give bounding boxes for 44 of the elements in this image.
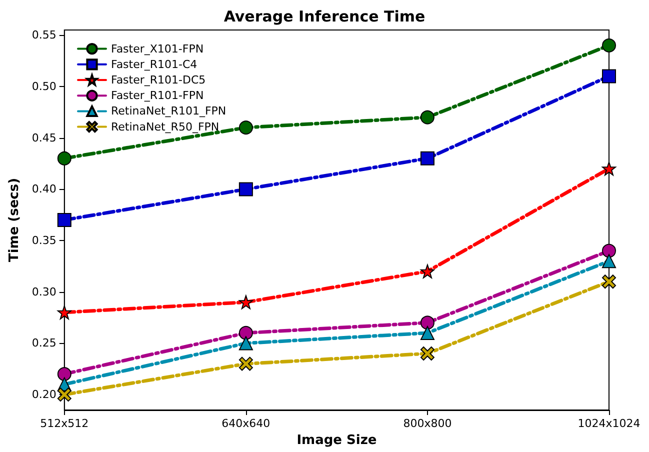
y-axis-title: Time (secs) [7, 178, 22, 262]
point [238, 356, 253, 371]
y-tick-label: 0.35 [32, 234, 56, 248]
legend-label: Faster_R101-FPN [111, 89, 204, 102]
point [420, 264, 434, 278]
x-tick-label: 800x800 [403, 417, 452, 430]
point [57, 367, 72, 382]
point [238, 182, 253, 196]
point [420, 326, 434, 340]
point [238, 336, 253, 350]
point [238, 295, 253, 310]
point [602, 162, 616, 176]
legend-label: Faster_R101-C4 [111, 58, 198, 71]
legend-label: Faster_R101-DC5 [111, 74, 206, 86]
point [602, 69, 616, 84]
y-tick-label: 0.40 [32, 182, 56, 196]
x-tick-label: 1024x1024 [578, 417, 640, 430]
point [420, 316, 434, 330]
x-axis-title: Image Size [296, 433, 377, 448]
y-tick-label: 0.20 [32, 388, 56, 402]
y-tick-label: 0.50 [32, 80, 56, 93]
legend-label: RetinaNet_R50_FPN [111, 120, 220, 134]
point [57, 151, 72, 166]
chart-title: Average Inference Time [224, 8, 426, 26]
point [238, 326, 253, 340]
point [57, 305, 72, 320]
point [602, 244, 616, 258]
y-tick-label: 0.25 [32, 336, 56, 350]
x-tick-label: 640x640 [222, 417, 270, 430]
point [602, 38, 616, 52]
point [420, 346, 434, 361]
y-tick-label: 0.30 [32, 285, 56, 298]
point [238, 120, 253, 135]
y-tick-label: 0.55 [32, 28, 56, 42]
legend-label: Faster_X101-FPN [111, 42, 204, 56]
x-tick-label: 512x512 [40, 417, 89, 430]
point [57, 213, 72, 227]
point [57, 388, 72, 402]
legend-label: RetinaNet_R101_FPN [111, 104, 226, 118]
point [420, 151, 434, 166]
point [420, 110, 434, 124]
y-tick-label: 0.45 [32, 131, 56, 144]
point [602, 254, 616, 268]
point [602, 274, 616, 289]
